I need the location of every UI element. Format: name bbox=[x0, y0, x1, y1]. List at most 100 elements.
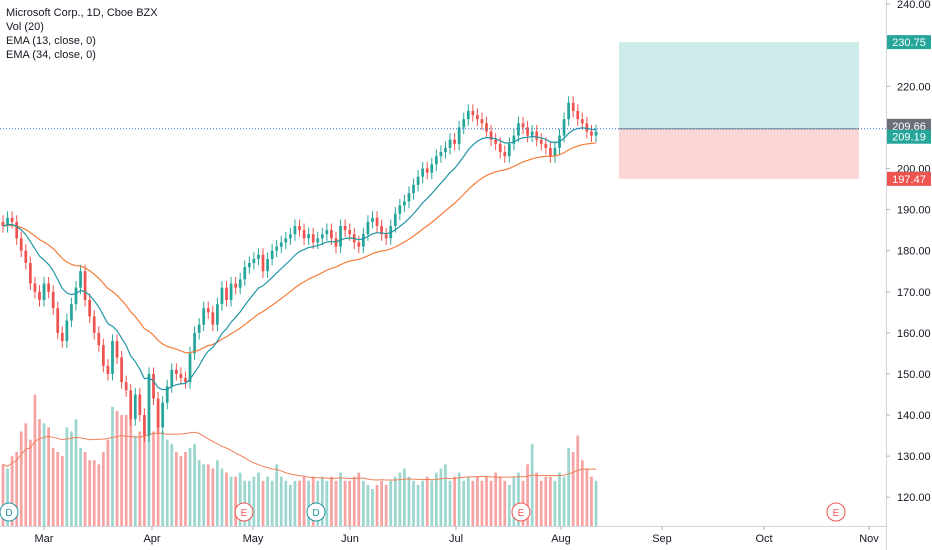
legend-ema-fast[interactable]: EMA (13, close, 0) bbox=[6, 35, 96, 47]
candle bbox=[476, 108, 479, 126]
candle bbox=[526, 120, 529, 143]
volume-bar bbox=[6, 468, 9, 526]
volume-bar bbox=[266, 476, 269, 526]
candle bbox=[407, 186, 411, 208]
position-zones[interactable] bbox=[619, 42, 859, 179]
candle bbox=[549, 141, 552, 163]
volume-bar bbox=[156, 423, 160, 526]
volume-bar bbox=[152, 431, 155, 526]
candle bbox=[179, 367, 183, 385]
volume-bar bbox=[257, 472, 260, 526]
earnings-marker[interactable]: E bbox=[826, 502, 846, 522]
volume-bar bbox=[553, 480, 557, 526]
legend-volume[interactable]: Vol (20) bbox=[6, 21, 44, 33]
earnings-marker[interactable]: E bbox=[234, 502, 254, 522]
candle bbox=[576, 104, 580, 126]
volume-bar bbox=[220, 468, 224, 526]
candle bbox=[202, 301, 206, 332]
volume-bar bbox=[571, 452, 575, 526]
volume-bar bbox=[238, 472, 242, 526]
candle bbox=[106, 359, 110, 381]
candle bbox=[161, 396, 165, 434]
candle bbox=[47, 276, 50, 299]
candle bbox=[580, 112, 584, 130]
volume-bar bbox=[403, 468, 406, 526]
volume-bar bbox=[485, 476, 488, 526]
volume-bar bbox=[97, 464, 101, 526]
price-axis-label: 197.47 bbox=[887, 171, 931, 186]
candle bbox=[266, 252, 269, 278]
candle bbox=[247, 256, 251, 274]
time-tick-label: Jun bbox=[341, 533, 359, 545]
candle bbox=[361, 227, 365, 254]
candle bbox=[115, 334, 119, 365]
candle bbox=[416, 170, 420, 192]
volume-bar bbox=[348, 480, 352, 526]
candle bbox=[279, 235, 283, 254]
legend-symbol[interactable]: Microsoft Corp., 1D, Cboe BZX bbox=[6, 7, 158, 19]
volume-bar bbox=[498, 476, 502, 526]
volume-bar bbox=[590, 476, 593, 526]
volume-bar bbox=[494, 472, 498, 526]
volume-bar bbox=[298, 480, 301, 526]
volume-bar bbox=[471, 480, 475, 526]
volume-bar bbox=[147, 427, 151, 526]
volume-bar bbox=[384, 484, 388, 526]
profit-zone[interactable] bbox=[619, 42, 859, 129]
volume-bar bbox=[19, 431, 23, 526]
volume-bar bbox=[133, 435, 137, 526]
candle bbox=[507, 137, 511, 163]
candle bbox=[403, 194, 406, 213]
candle bbox=[188, 346, 192, 389]
candle bbox=[375, 211, 379, 233]
volume-bar bbox=[225, 472, 228, 526]
legend-ema-slow[interactable]: EMA (34, close, 0) bbox=[6, 49, 96, 61]
loss-zone[interactable] bbox=[619, 128, 859, 179]
volume-bar bbox=[480, 480, 484, 526]
candle bbox=[293, 219, 297, 241]
volume-bar bbox=[507, 484, 511, 526]
candle bbox=[503, 145, 507, 163]
price-axis[interactable]: 120.00 130.00 140.00 150.00 160.00 170.00 180.… bbox=[886, 0, 931, 550]
volume-bar bbox=[15, 452, 19, 526]
volume-bar bbox=[371, 489, 374, 526]
candle bbox=[165, 379, 169, 410]
candle bbox=[156, 392, 160, 434]
candle bbox=[257, 248, 260, 266]
candle bbox=[544, 137, 548, 155]
candle bbox=[453, 133, 456, 151]
candle bbox=[412, 178, 415, 200]
candle bbox=[485, 116, 488, 139]
price-tick-label: 180.00 bbox=[897, 246, 931, 258]
dividend-marker[interactable]: D bbox=[0, 502, 19, 522]
volume-bar bbox=[252, 476, 256, 526]
candle bbox=[1, 215, 5, 233]
candle bbox=[320, 227, 324, 245]
candle bbox=[152, 367, 155, 406]
chart-legend: Microsoft Corp., 1D, Cboe BZX Vol (20) E… bbox=[6, 6, 158, 62]
candle bbox=[480, 112, 484, 130]
volume-bar bbox=[594, 480, 598, 526]
ema-lines bbox=[2, 127, 597, 391]
candle bbox=[434, 149, 438, 171]
candle bbox=[83, 264, 87, 307]
volume-bar bbox=[184, 452, 187, 526]
volume-bar bbox=[202, 464, 206, 526]
volume-bar bbox=[279, 476, 283, 526]
dividend-marker[interactable]: D bbox=[306, 502, 326, 522]
volume-bar bbox=[56, 452, 60, 526]
candle bbox=[229, 276, 233, 307]
time-axis[interactable]: Mar Apr May Jun Jul Aug Sep Oct Nov bbox=[0, 526, 886, 545]
candle bbox=[457, 120, 461, 151]
candle bbox=[216, 297, 219, 332]
volume-bar bbox=[33, 394, 37, 526]
candle bbox=[421, 161, 425, 184]
time-tick-label: Jul bbox=[449, 533, 463, 545]
candle bbox=[261, 248, 265, 278]
volume-bar bbox=[47, 427, 50, 526]
earnings-marker[interactable]: E bbox=[511, 502, 531, 522]
candle bbox=[307, 227, 310, 245]
volume-bar bbox=[526, 464, 529, 526]
